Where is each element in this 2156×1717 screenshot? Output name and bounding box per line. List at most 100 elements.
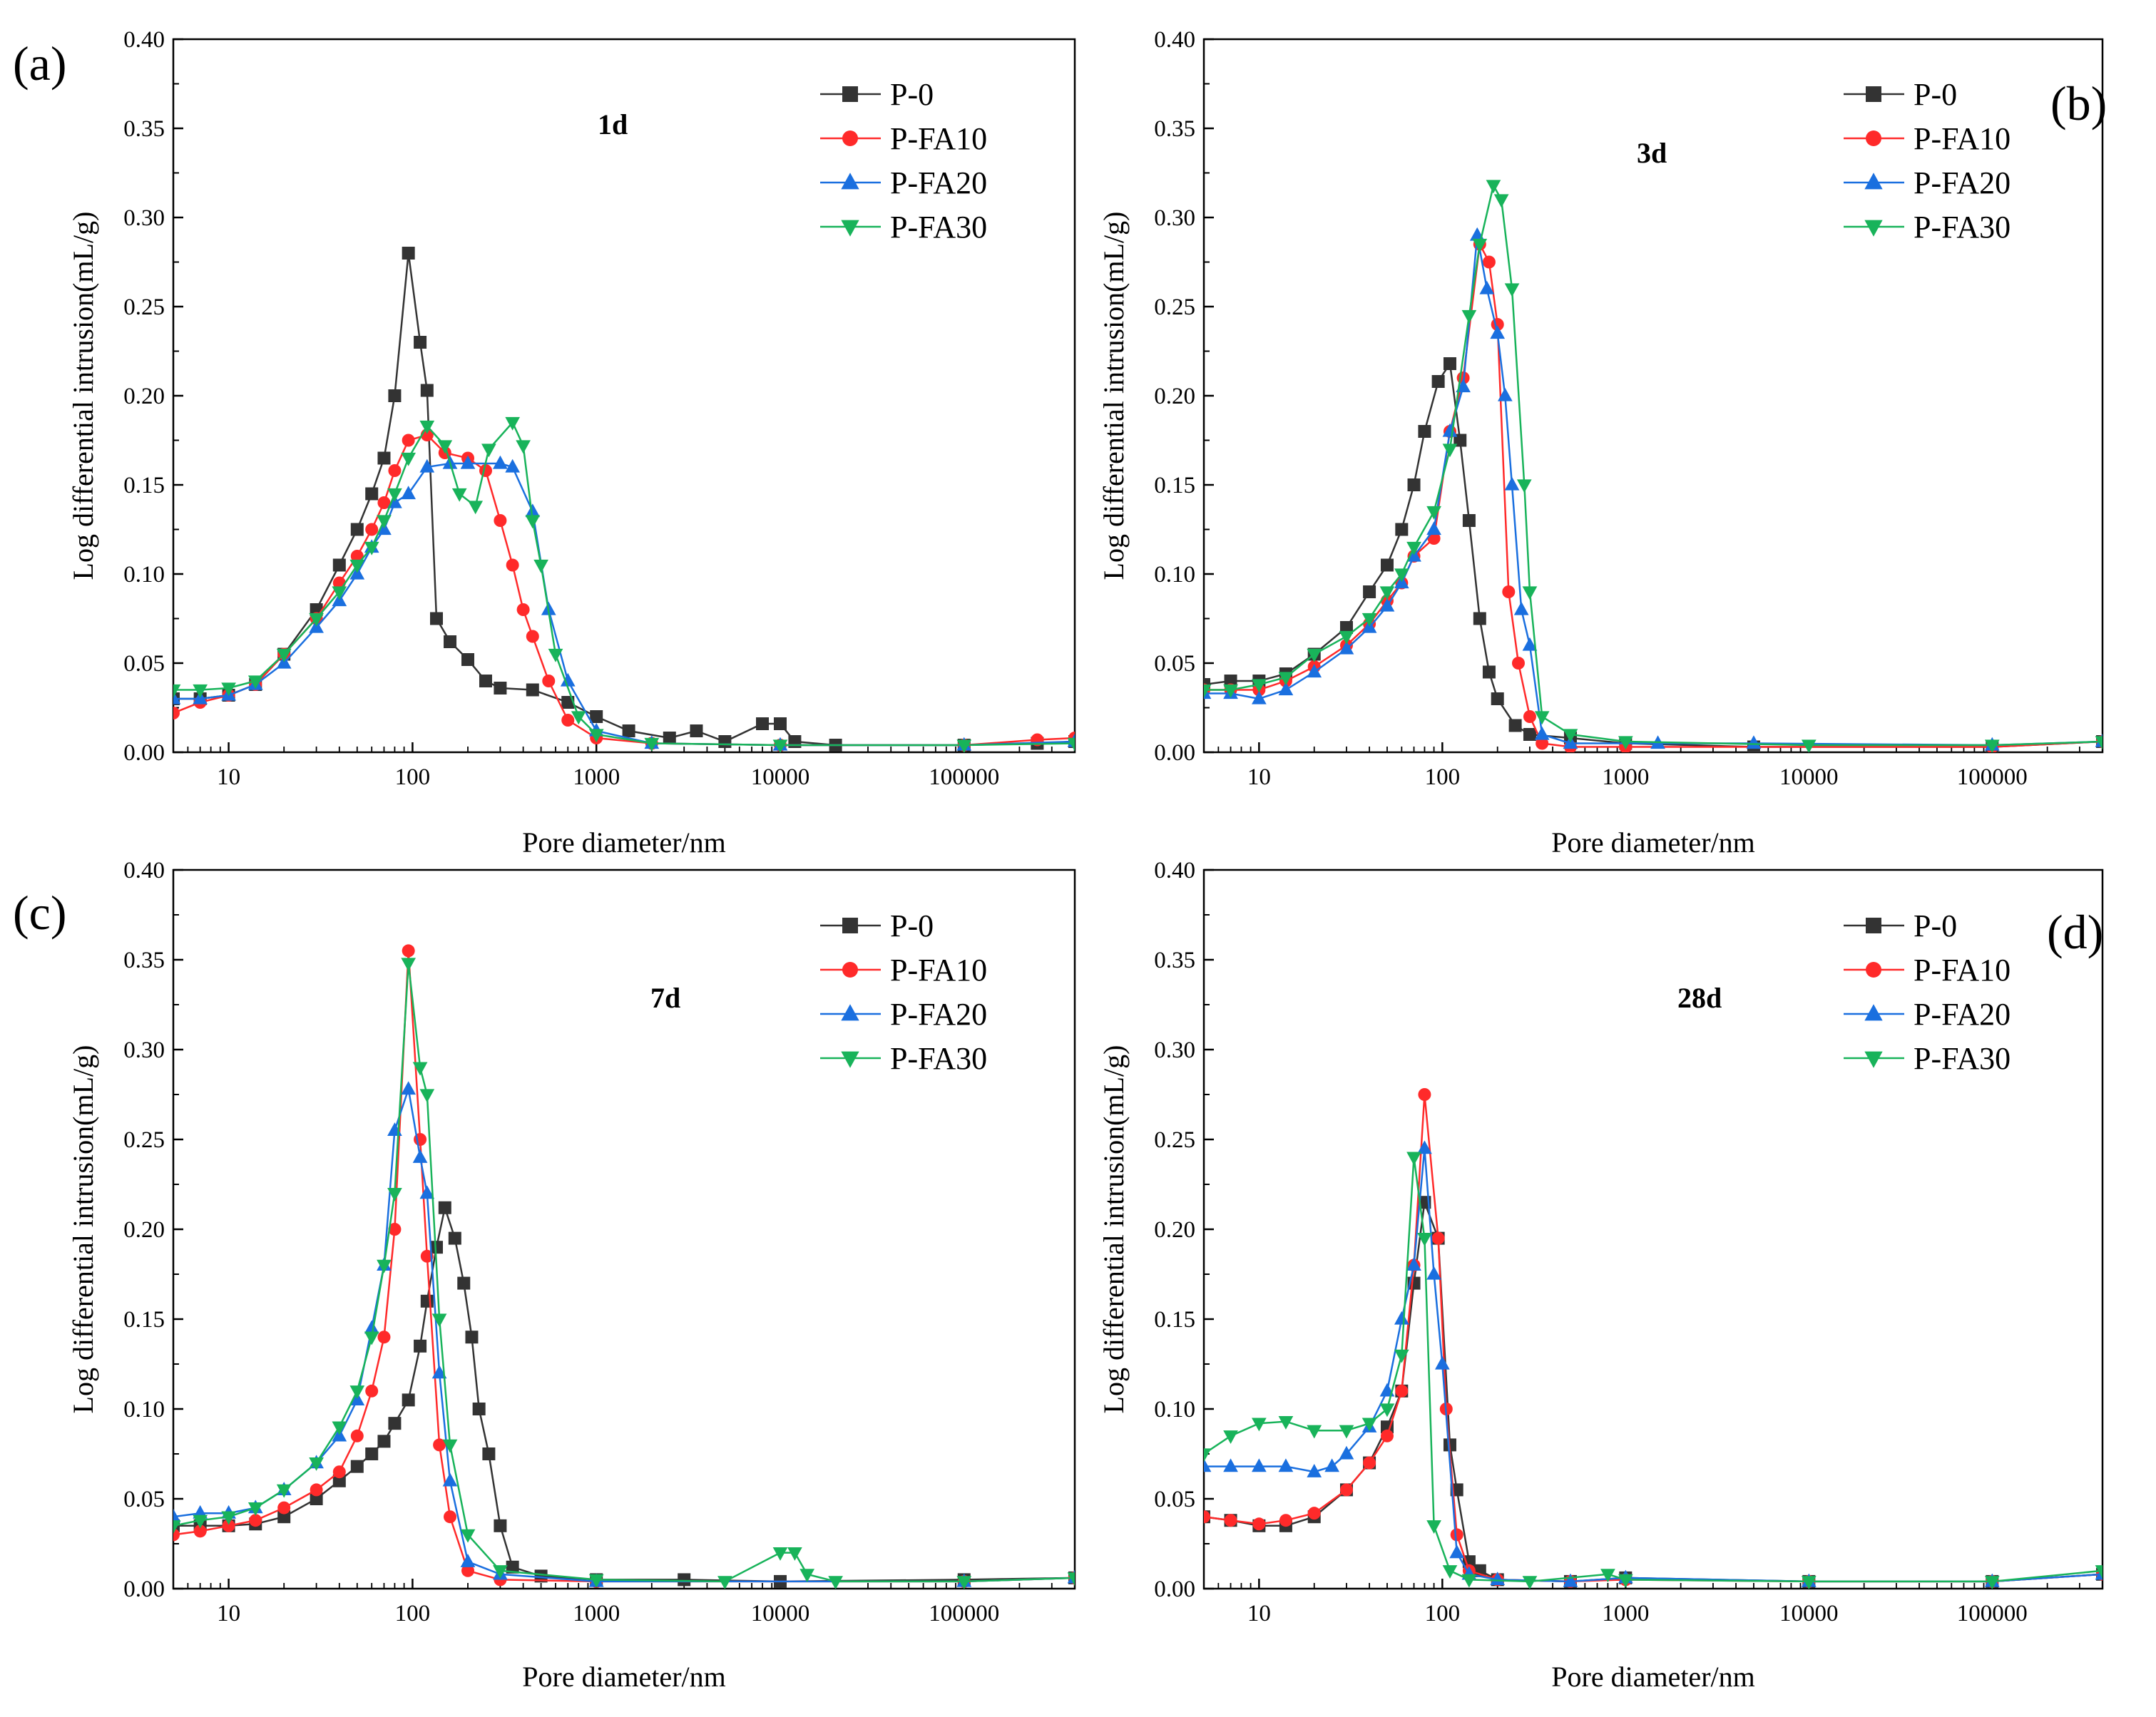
data-point (1252, 690, 1267, 704)
data-point (1482, 665, 1496, 679)
data-point (494, 514, 507, 527)
series-line (1204, 241, 2103, 748)
data-point (433, 1438, 446, 1452)
x-axis-title: Pore diameter/nm (1551, 826, 1754, 858)
data-point (364, 1320, 379, 1334)
data-point (533, 559, 548, 573)
data-point (1449, 1544, 1465, 1559)
y-axis-title: Log differential intrusion(mL/g) (67, 212, 99, 580)
x-tick-label: 10000 (751, 764, 810, 790)
data-point (461, 1564, 475, 1577)
data-point (956, 1576, 972, 1589)
series-line (1204, 183, 2103, 747)
data-point (1252, 1458, 1267, 1472)
data-point (431, 1313, 447, 1328)
legend-label: P-0 (890, 908, 934, 943)
x-tick-label: 10000 (1779, 764, 1839, 790)
data-point (1426, 1520, 1441, 1534)
data-point (350, 1429, 364, 1442)
data-point (412, 1062, 428, 1076)
y-tick-label: 0.30 (123, 205, 165, 231)
data-point (414, 336, 427, 349)
data-point (1522, 637, 1538, 651)
x-tick-label: 100000 (929, 1601, 999, 1626)
data-point (1406, 1257, 1421, 1271)
panel-d: 0.00 0.05 0.10 0.15 0.20 0.25 0.30 0.35 0.40 10 10… (1098, 858, 2103, 1693)
y-tick-label: 0.25 (1154, 294, 1195, 320)
y-tick-label: 0.05 (123, 651, 165, 677)
age-label: 3d (1637, 137, 1667, 169)
age-label: 28d (1677, 982, 1722, 1014)
data-point (1462, 514, 1476, 527)
data-point (247, 675, 263, 690)
data-point (1443, 357, 1456, 370)
y-tick-label: 0.40 (1154, 858, 1195, 883)
data-point (1801, 739, 1817, 752)
y-tick-label: 0.35 (123, 116, 165, 142)
data-point (1442, 444, 1458, 458)
x-tick-label: 100 (1425, 764, 1461, 790)
data-point (1252, 1418, 1267, 1432)
data-point (349, 1385, 365, 1400)
data-point (388, 464, 402, 477)
data-point (1418, 425, 1431, 438)
series-p-0 (173, 1201, 1075, 1588)
y-tick-label: 0.25 (1154, 1127, 1195, 1153)
legend-item: P-FA10 (820, 121, 987, 156)
data-point (402, 247, 415, 260)
data-point (622, 724, 635, 737)
data-point (1426, 1266, 1441, 1280)
data-point (690, 724, 703, 737)
y-tick-label: 0.15 (123, 1307, 165, 1333)
legend-marker (842, 130, 858, 146)
panel-label: (d) (2047, 905, 2103, 959)
y-tick-label: 0.20 (1154, 1217, 1195, 1243)
x-tick-label: 10000 (751, 1601, 810, 1626)
x-tick-label: 10 (1247, 1601, 1271, 1626)
data-point (442, 1472, 458, 1487)
data-point (365, 487, 379, 501)
data-point (1502, 585, 1516, 598)
y-tick-label: 0.20 (1154, 384, 1195, 409)
legend-marker (1864, 1004, 1883, 1021)
age-label: 7d (650, 982, 680, 1014)
data-point (2095, 736, 2103, 750)
data-point (1534, 711, 1550, 725)
data-point (388, 1417, 402, 1430)
data-point (1482, 255, 1496, 269)
series-p-0 (1204, 1196, 2103, 1588)
data-point (1379, 1403, 1395, 1418)
data-point (222, 1519, 235, 1532)
legend-marker (1864, 220, 1883, 237)
legend-marker (841, 220, 859, 237)
data-point (350, 550, 364, 563)
x-tick-label: 1000 (1602, 764, 1649, 790)
legend-item: P-FA10 (1844, 121, 2011, 156)
legend-item: P-FA20 (1844, 997, 2011, 1032)
data-point (1339, 1425, 1354, 1439)
data-point (1379, 586, 1395, 600)
y-tick-label: 0.10 (123, 1397, 165, 1423)
y-axis-title: Log differential intrusion(mL/g) (1098, 212, 1130, 580)
data-point (493, 455, 508, 469)
data-point (663, 732, 676, 744)
data-point (1618, 736, 1633, 750)
y-tick-label: 0.10 (1154, 562, 1195, 588)
y-tick-label: 0.40 (123, 858, 165, 883)
x-tick-label: 1000 (573, 1601, 620, 1626)
y-tick-label: 0.00 (123, 740, 165, 766)
data-point (388, 389, 402, 402)
data-point (1536, 737, 1549, 750)
series-line (1204, 1157, 2103, 1583)
data-point (1493, 194, 1509, 208)
legend-label: P-FA20 (1914, 165, 2011, 200)
data-point (332, 1465, 346, 1479)
legend-label: P-FA30 (1914, 1041, 2011, 1076)
y-tick-label: 0.20 (123, 1217, 165, 1243)
data-point (525, 503, 541, 518)
series-p-0 (1204, 357, 2103, 752)
data-point (350, 1460, 364, 1473)
y-tick-label: 0.25 (123, 294, 165, 320)
data-point (1223, 1458, 1238, 1472)
data-point (561, 714, 575, 727)
